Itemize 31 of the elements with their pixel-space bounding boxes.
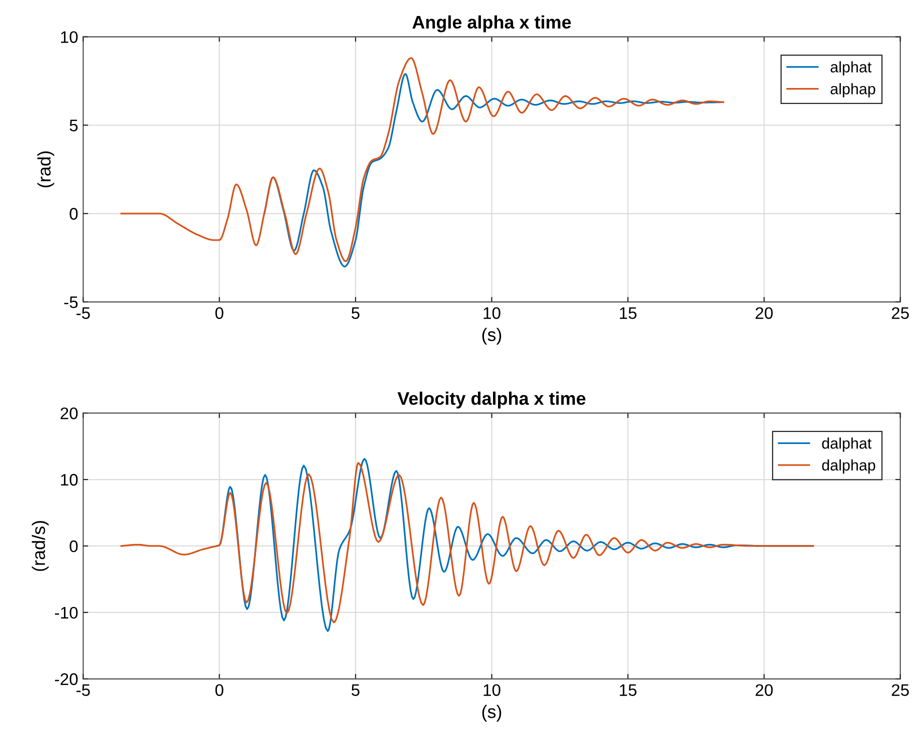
y-axis-title: (rad/s)	[32, 521, 49, 571]
y-axis-title: (rad)	[37, 151, 54, 188]
x-tick-label: 15	[620, 307, 636, 320]
x-tick-label: 5	[352, 684, 360, 696]
x-tick-label: 20	[756, 684, 773, 696]
x-tick-label: 25	[892, 307, 909, 320]
legend-label: alphap	[830, 83, 876, 98]
x-tick-label: 0	[215, 684, 224, 696]
y-tick-label: 10	[61, 474, 78, 486]
x-tick-label: 5	[352, 307, 360, 320]
legend-label: alphat	[830, 61, 872, 76]
y-tick-label: 0	[70, 540, 78, 552]
y-tick-label: 0	[70, 208, 78, 220]
y-tick-label: 20	[60, 407, 78, 420]
x-tick-label: 15	[620, 684, 636, 696]
x-axis-title: (s)	[482, 704, 502, 722]
y-tick-label: -5	[64, 296, 78, 308]
x-tick-label: 10	[484, 307, 500, 320]
x-tick-label: 20	[756, 307, 773, 320]
x-tick-label: 25	[892, 684, 909, 696]
y-tick-label: 5	[70, 120, 78, 132]
x-tick-label: 0	[215, 307, 224, 320]
legend-label: dalphap	[822, 459, 876, 474]
chart-title: Velocity dalpha x time	[398, 392, 586, 408]
x-tick-label: 10	[484, 684, 500, 696]
x-axis-title: (s)	[482, 328, 502, 345]
legend-label: dalphat	[822, 437, 872, 452]
y-tick-label: 10	[61, 31, 78, 43]
chart-title: Angle alpha x time	[412, 15, 571, 32]
y-tick-label: -20	[54, 673, 78, 686]
y-tick-label: -10	[54, 606, 78, 619]
